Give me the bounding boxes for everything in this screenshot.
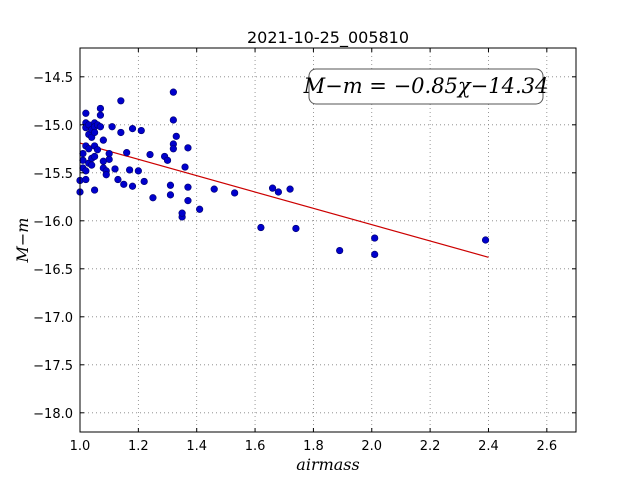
plot-frame [79, 47, 577, 433]
data-point [90, 186, 99, 194]
data-point [184, 144, 192, 152]
data-point [210, 185, 218, 193]
data-point [184, 183, 192, 191]
data-point [196, 205, 204, 213]
data-point [111, 165, 119, 173]
data-point [371, 234, 379, 242]
data-point [268, 184, 277, 192]
data-point [88, 161, 96, 169]
data-point [178, 209, 186, 217]
data-point [128, 125, 137, 133]
data-point [126, 166, 134, 174]
data-point [172, 132, 180, 140]
x-tick-label: 1.4 [186, 439, 207, 454]
x-tick-label: 2.6 [536, 439, 557, 454]
x-axis-label: airmass [296, 455, 359, 474]
data-point [169, 116, 177, 124]
data-point [120, 180, 128, 188]
chart-title: 2021-10-25_005810 [247, 28, 409, 48]
data-point [114, 175, 122, 184]
data-point [105, 155, 113, 163]
data-point [166, 181, 175, 189]
data-point [274, 188, 283, 196]
data-points [76, 88, 490, 258]
fit-line [79, 142, 489, 258]
fit-line-layer [79, 142, 489, 258]
x-tick-label: 1.2 [128, 439, 149, 454]
data-point [257, 223, 265, 232]
data-point [90, 152, 99, 161]
grid [79, 48, 576, 432]
data-point [166, 191, 175, 199]
data-point [82, 167, 90, 175]
y-tick-label: −16.5 [33, 263, 73, 278]
data-point [93, 146, 102, 154]
data-point [146, 150, 154, 159]
data-point [128, 182, 137, 190]
x-tick-label: 1.0 [70, 439, 91, 454]
data-point [481, 236, 490, 244]
data-point [79, 150, 87, 158]
data-point [336, 246, 344, 255]
data-point [371, 250, 379, 258]
data-point [117, 128, 125, 137]
data-point [85, 145, 93, 153]
data-point [169, 88, 177, 96]
x-tick-label: 2.0 [361, 439, 382, 454]
y-axis-label: M−m [13, 218, 32, 264]
x-tick-label: 1.6 [245, 439, 266, 454]
data-point [181, 163, 189, 171]
equation-text: M−m = −0.85χ−14.34 [303, 74, 549, 98]
data-point [184, 197, 192, 205]
y-tick-label: −17.5 [33, 359, 73, 374]
data-point [231, 189, 239, 197]
data-point [286, 185, 294, 193]
data-point [169, 145, 177, 153]
data-point [96, 123, 105, 131]
x-tick-label: 2.4 [478, 439, 499, 454]
data-point [96, 104, 105, 113]
data-point [149, 194, 157, 202]
x-tick-label: 1.8 [303, 439, 324, 454]
y-tick-label: −15.5 [33, 167, 73, 182]
data-point [99, 136, 107, 144]
y-tick-label: −14.5 [33, 71, 73, 86]
data-point [82, 175, 90, 184]
equation-annotation: M−m = −0.85χ−14.34 [303, 68, 549, 105]
equation-box [308, 68, 544, 105]
y-tick-label: −17.0 [33, 311, 73, 326]
data-point [123, 149, 131, 157]
data-point [134, 167, 142, 175]
y-tick-label: −15.0 [33, 119, 73, 134]
data-point [163, 156, 172, 164]
data-point [117, 97, 125, 105]
data-point [96, 111, 105, 119]
data-point [90, 128, 99, 137]
y-tick-label: −18.0 [33, 407, 73, 422]
x-tick-label: 2.2 [420, 439, 441, 454]
data-point [140, 177, 148, 186]
y-tick-label: −16.0 [33, 215, 73, 230]
data-point [82, 109, 90, 117]
data-point [292, 224, 300, 233]
data-point [102, 171, 110, 179]
data-point [108, 123, 116, 131]
data-point [137, 126, 145, 135]
axis-ticks: 1.0 1.2 1.4 1.6 1.8 2.0 2.2 2.4 2.6 −18.0 −17.5 −17… [33, 48, 576, 454]
